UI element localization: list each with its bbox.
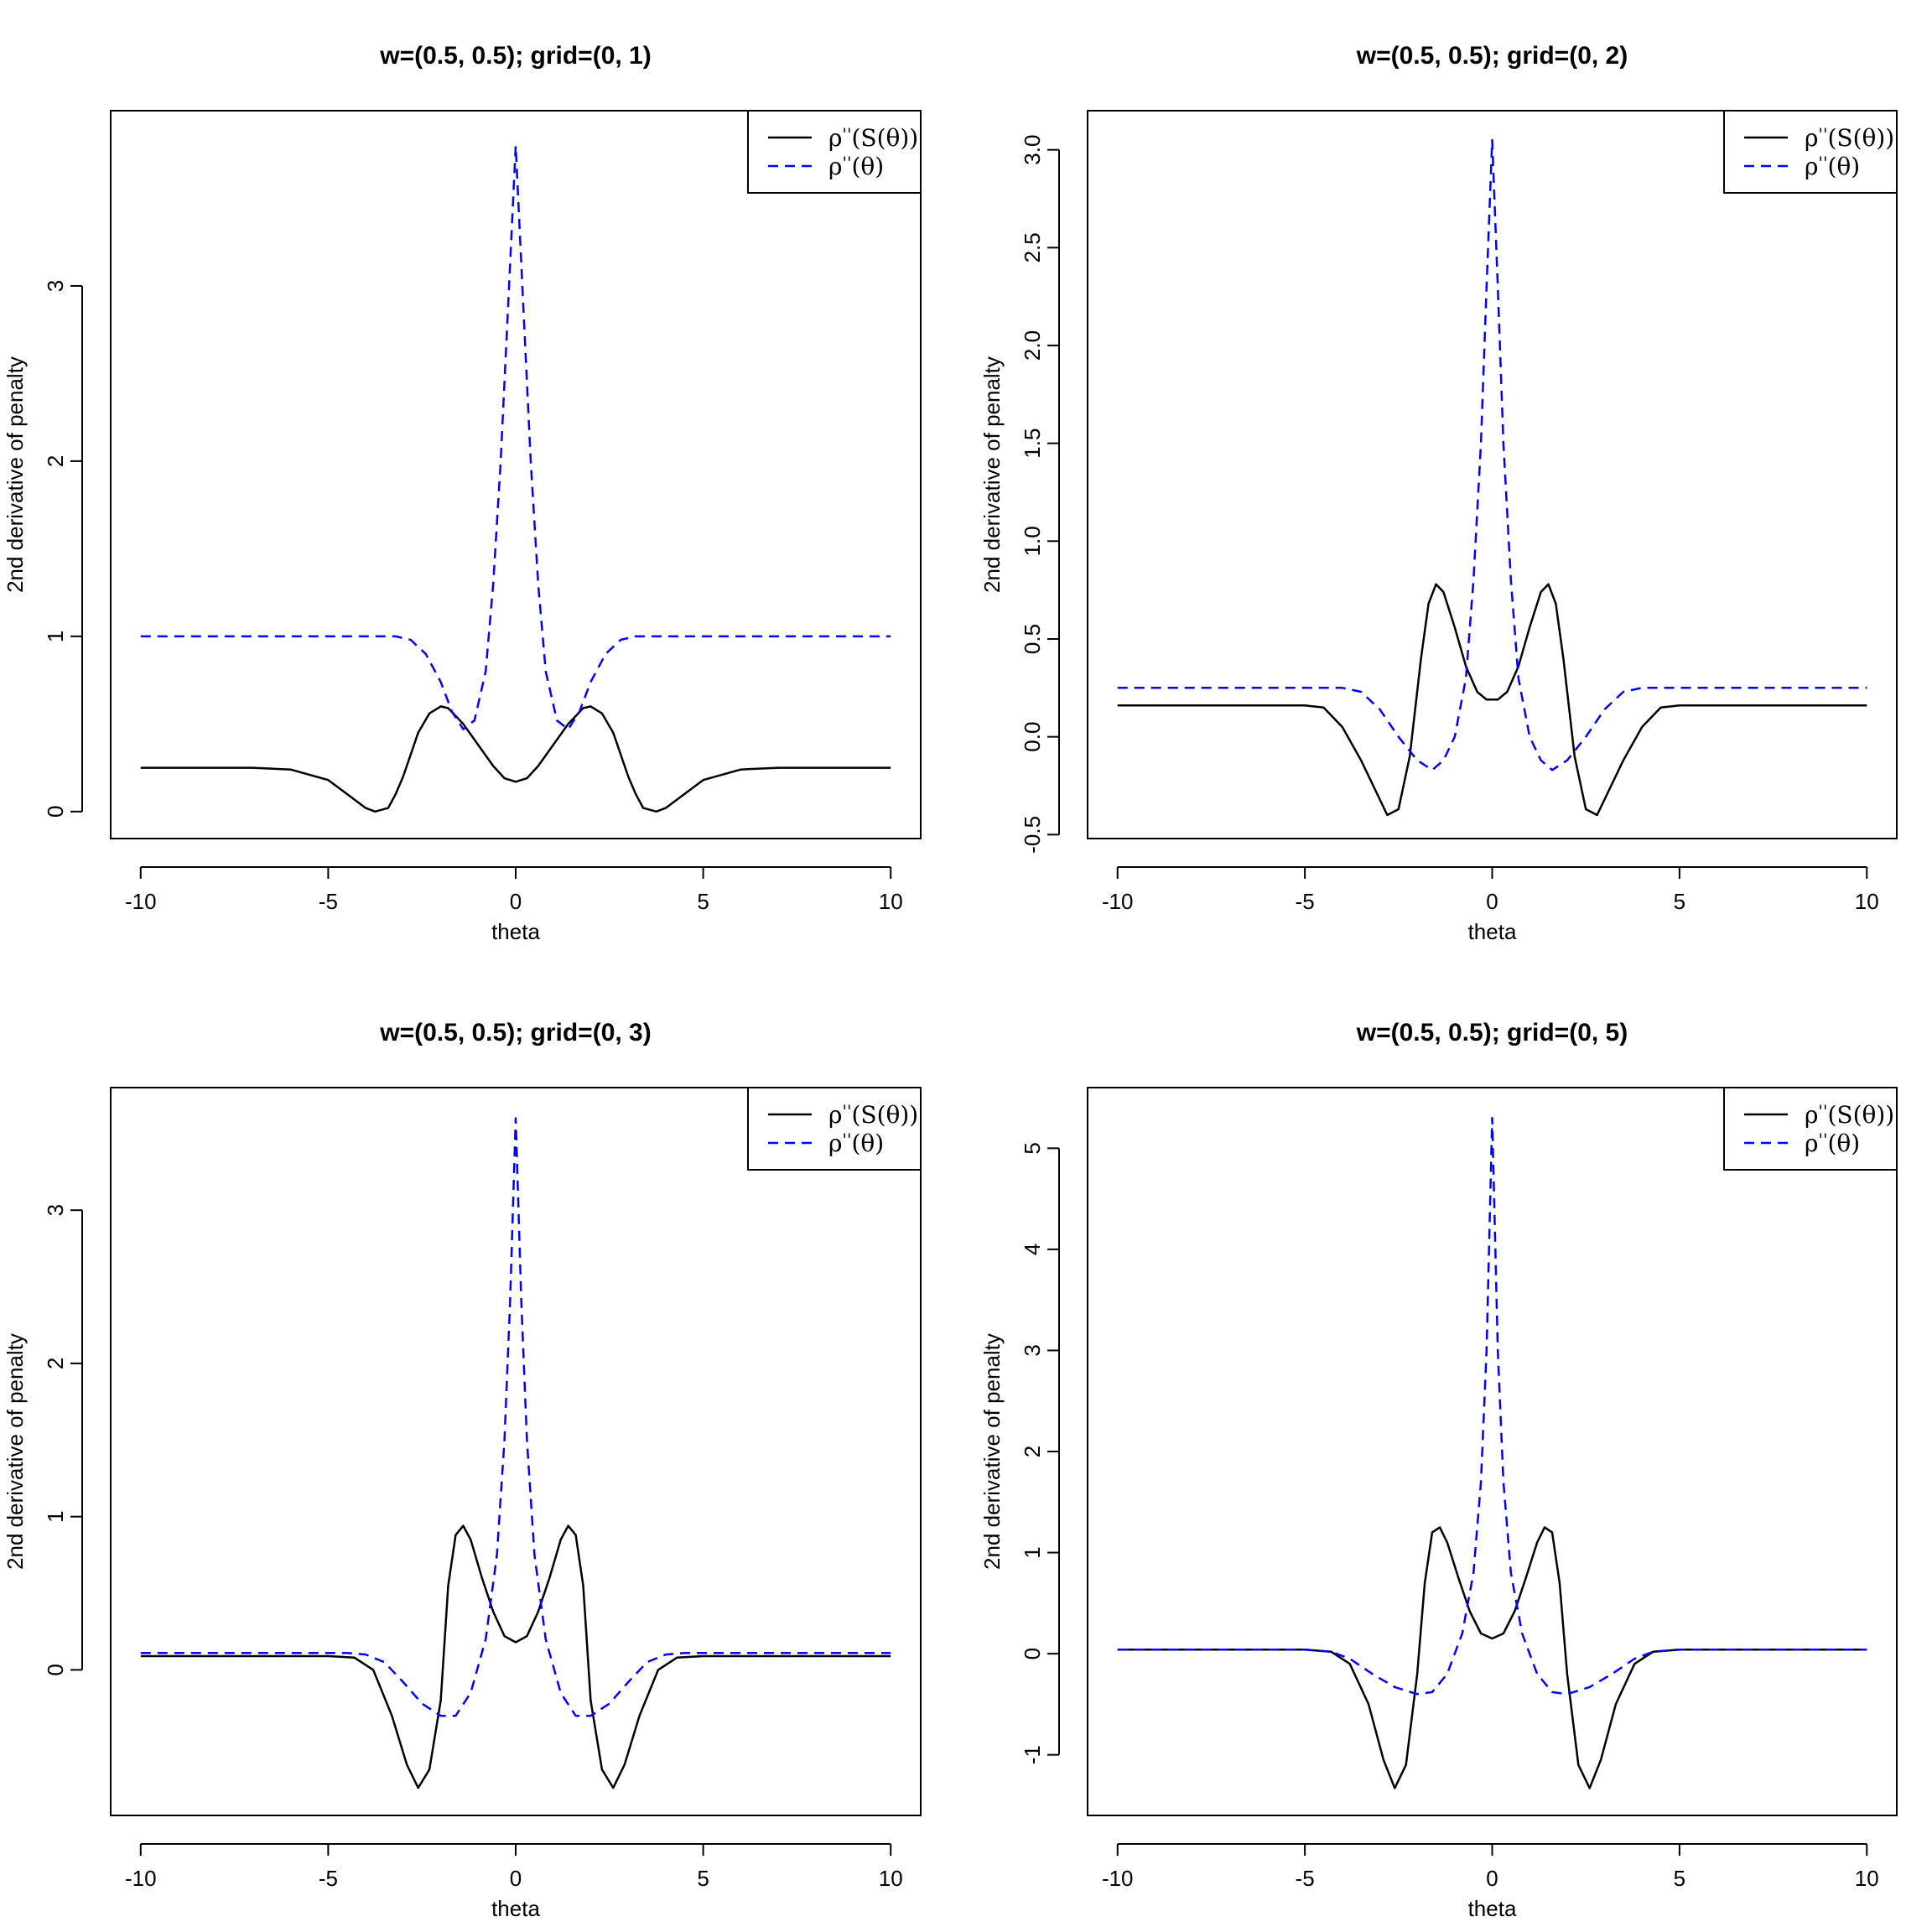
y-tick-label: 3.0 <box>1020 135 1045 165</box>
y-tick-label: 0 <box>43 806 68 818</box>
x-tick-label: 5 <box>697 1866 709 1891</box>
y-tick-label: 4 <box>1020 1244 1045 1255</box>
panel-title: w=(0.5, 0.5); grid=(0, 3) <box>379 1019 651 1046</box>
x-tick-label: 0 <box>510 889 522 914</box>
y-axis-label: 2nd derivative of penalty <box>979 1333 1005 1570</box>
x-tick-label: 5 <box>1674 889 1685 914</box>
legend: ρ''(S(θ))ρ''(θ) <box>1723 110 1898 194</box>
series-line-rho-theta <box>140 144 891 730</box>
legend-box <box>747 1087 922 1171</box>
plot-frame <box>110 1087 922 1816</box>
y-tick-label: 2.5 <box>1020 232 1045 262</box>
x-tick-label: 0 <box>1486 889 1498 914</box>
y-tick-label: 3 <box>1020 1344 1045 1356</box>
x-tick-label: 5 <box>697 889 709 914</box>
panel-4: w=(0.5, 0.5); grid=(0, 5)-10 -5 0 5 10-10123… <box>979 1019 1898 1921</box>
x-tick-label: 0 <box>510 1866 522 1891</box>
y-tick-label: 1 <box>43 1510 68 1522</box>
y-axis-label: 2nd derivative of penalty <box>3 356 28 593</box>
series-line-rho-theta <box>1117 1116 1867 1696</box>
y-tick-label: -0.5 <box>1020 816 1045 854</box>
legend-label: ρ''(θ) <box>828 1130 884 1157</box>
y-axis-label: 2nd derivative of penalty <box>979 356 1005 593</box>
series-line-rho-s-theta <box>1117 583 1867 817</box>
series-line-rho-s-theta <box>140 705 891 813</box>
x-tick-label: 5 <box>1674 1866 1685 1891</box>
y-tick-label: 1 <box>43 631 68 642</box>
y-tick-label: 3 <box>43 280 68 292</box>
series-line-rho-s-theta <box>1117 1526 1867 1789</box>
legend-label: ρ''(θ) <box>1805 1130 1860 1157</box>
x-tick-label: -5 <box>319 889 338 914</box>
panel-2: w=(0.5, 0.5); grid=(0, 2) -10 -5 0 5 10 -0.5 0.… <box>979 42 1898 944</box>
panel-title: w=(0.5, 0.5); grid=(0, 2) <box>1356 42 1628 70</box>
x-tick-label: 0 <box>1486 1866 1498 1891</box>
plot-frame <box>110 110 922 839</box>
plot-frame <box>1087 110 1898 839</box>
y-tick-label: 0 <box>43 1664 68 1675</box>
legend: ρ''(S(θ))ρ''(θ) <box>747 1087 922 1171</box>
y-tick-label: 1 <box>1020 1546 1045 1558</box>
x-tick-label: -5 <box>1296 889 1315 914</box>
legend-box <box>1723 110 1898 194</box>
series-line-rho-theta <box>140 1117 891 1717</box>
panel-title: w=(0.5, 0.5); grid=(0, 5) <box>1356 1019 1628 1046</box>
legend: ρ''(S(θ))ρ''(θ) <box>1723 1087 1898 1171</box>
x-tick-label: -10 <box>1102 1866 1134 1891</box>
x-tick-label: 10 <box>1855 1866 1879 1891</box>
y-tick-label: 1.5 <box>1020 428 1045 459</box>
panel-1: w=(0.5, 0.5); grid=(0, 1) -10 -5 0 5 10 0 1 2 3 th… <box>3 42 922 944</box>
x-axis-label: theta <box>491 1896 540 1921</box>
y-tick-label: 1.0 <box>1020 526 1045 556</box>
y-tick-label: 0.0 <box>1020 722 1045 752</box>
legend-box <box>747 110 922 194</box>
panel-title: w=(0.5, 0.5); grid=(0, 1) <box>379 42 651 70</box>
series-line-rho-s-theta <box>140 1524 891 1789</box>
plot-frame <box>1087 1087 1898 1816</box>
legend-label: ρ''(S(θ)) <box>1805 1101 1894 1129</box>
legend-box <box>1723 1087 1898 1171</box>
y-tick-label: 5 <box>1020 1142 1045 1154</box>
x-tick-label: -5 <box>1296 1866 1315 1891</box>
x-axis-label: theta <box>1468 919 1517 944</box>
x-tick-label: -10 <box>125 1866 157 1891</box>
y-tick-label: 2 <box>43 455 68 467</box>
y-tick-label: 3 <box>43 1204 68 1216</box>
legend: ρ''(S(θ))ρ''(θ) <box>747 110 922 194</box>
y-tick-label: 2.0 <box>1020 330 1045 361</box>
y-tick-label: 0.5 <box>1020 624 1045 654</box>
legend-label: ρ''(θ) <box>828 153 884 180</box>
x-axis-label: theta <box>491 919 540 944</box>
series-line-rho-theta <box>1117 138 1867 771</box>
x-tick-label: 10 <box>879 1866 903 1891</box>
x-tick-label: -10 <box>125 889 157 914</box>
y-tick-label: 0 <box>1020 1648 1045 1659</box>
x-tick-label: -10 <box>1102 889 1134 914</box>
y-tick-label: 2 <box>1020 1446 1045 1457</box>
x-tick-label: -5 <box>319 1866 338 1891</box>
y-tick-label: 2 <box>43 1358 68 1369</box>
legend-label: ρ''(θ) <box>1805 153 1860 180</box>
x-axis-label: theta <box>1468 1896 1517 1921</box>
legend-label: ρ''(S(θ)) <box>828 1101 918 1129</box>
x-tick-label: 10 <box>879 889 903 914</box>
legend-label: ρ''(S(θ)) <box>828 124 918 152</box>
panel-3: w=(0.5, 0.5); grid=(0, 3) -10 -5 0 5 10 0 1 2 3 th… <box>3 1019 922 1921</box>
legend-label: ρ''(S(θ)) <box>1805 124 1894 152</box>
y-axis-label: 2nd derivative of penalty <box>3 1333 28 1570</box>
x-tick-label: 10 <box>1855 889 1879 914</box>
y-tick-label: -1 <box>1020 1745 1045 1764</box>
